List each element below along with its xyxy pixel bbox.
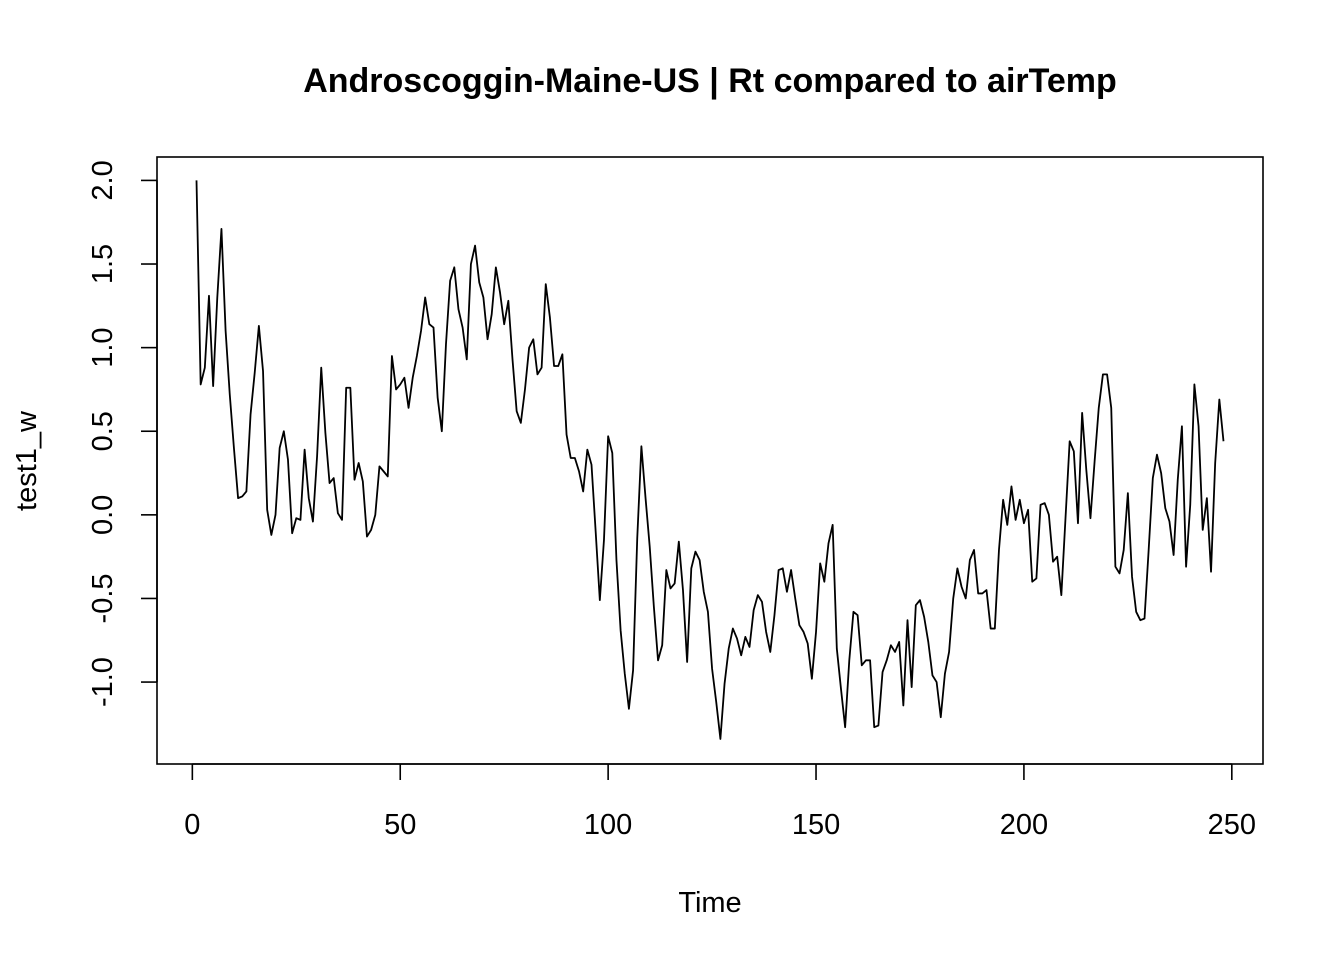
y-tick-label: 1.0 — [87, 327, 119, 367]
y-tick-label: -0.5 — [87, 573, 119, 623]
x-tick-label: 50 — [384, 809, 416, 841]
series-line — [195, 180, 1225, 740]
y-axis-label: test1_w — [11, 410, 43, 511]
x-tick-label: 250 — [1208, 809, 1256, 841]
y-tick-label: 0.5 — [87, 411, 119, 451]
x-axis-label: Time — [678, 887, 741, 919]
y-tick-label: 1.5 — [87, 244, 119, 284]
y-tick-label: 2.0 — [87, 160, 119, 200]
y-axis: -1.0 -0.5 0.0 0.5 1.0 1.5 2.0 — [87, 160, 158, 707]
x-tick-label: 150 — [792, 809, 840, 841]
x-axis: 0 50 100 150 200 250 — [184, 763, 1256, 841]
x-tick-label: 100 — [584, 809, 632, 841]
plot-frame — [156, 156, 1264, 765]
y-tick-label: -1.0 — [87, 657, 119, 707]
x-tick-label: 0 — [184, 809, 200, 841]
x-tick-label: 200 — [1000, 809, 1048, 841]
chart-title: Androscoggin-Maine-US | Rt compared to a… — [303, 62, 1117, 100]
y-tick-label: 0.0 — [87, 495, 119, 535]
